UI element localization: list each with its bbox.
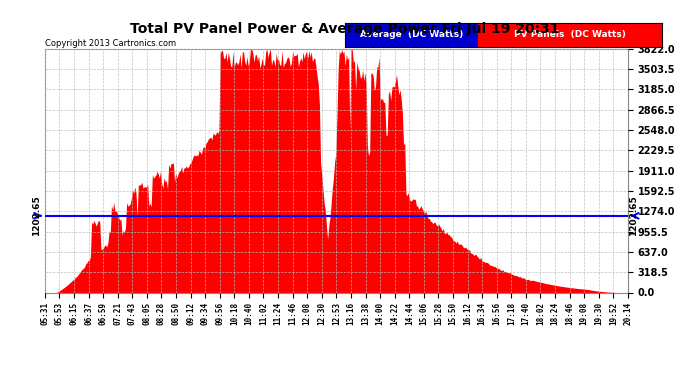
- Text: Total PV Panel Power & Average Power Fri Jul 19 20:31: Total PV Panel Power & Average Power Fri…: [130, 22, 560, 36]
- Text: 1202.65: 1202.65: [32, 195, 41, 236]
- Text: 1202.65: 1202.65: [629, 195, 638, 236]
- Bar: [345, 22, 478, 47]
- Text: PV Panels  (DC Watts): PV Panels (DC Watts): [515, 30, 627, 39]
- Text: Average  (DC Watts): Average (DC Watts): [360, 30, 463, 39]
- Text: Copyright 2013 Cartronics.com: Copyright 2013 Cartronics.com: [45, 39, 176, 48]
- Bar: [478, 22, 662, 47]
